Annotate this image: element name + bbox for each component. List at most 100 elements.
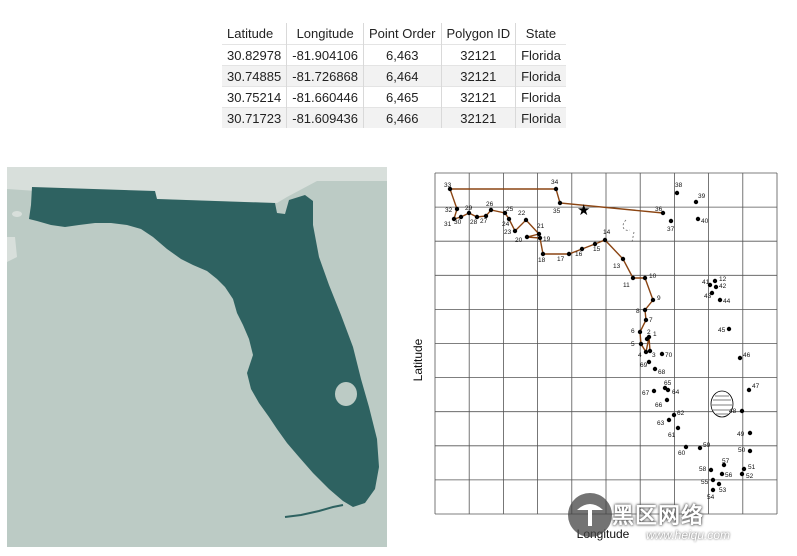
- plot-point: [693, 199, 699, 205]
- point-label: 15: [593, 246, 601, 253]
- column-header: Polygon ID: [441, 23, 517, 45]
- watermark-url: www.heiqu.com: [646, 528, 731, 542]
- plot-point: [602, 237, 608, 243]
- point-label: 16: [575, 251, 583, 258]
- table-cell: Florida: [515, 65, 566, 87]
- column-header: Longitude: [286, 23, 365, 45]
- point-label: 28: [470, 219, 478, 226]
- plot-point: [454, 206, 460, 212]
- point-label: 27: [480, 218, 488, 225]
- point-label: 54: [707, 494, 715, 501]
- plot-point: [524, 234, 530, 240]
- plot-point: [537, 235, 543, 241]
- map-island: [12, 211, 22, 217]
- table-cell: 6,465: [363, 86, 442, 108]
- table-row: 30.75214 -81.660446 6,465 32121 Florida: [222, 86, 566, 108]
- plot-point: [447, 186, 453, 192]
- point-label: 20: [515, 237, 523, 244]
- y-axis-label: Latitude: [411, 338, 425, 381]
- plot-point: [674, 190, 680, 196]
- point-label: 49: [737, 431, 745, 438]
- point-label: 45: [718, 327, 726, 334]
- plot-point: [747, 430, 753, 436]
- point-label: 56: [725, 472, 733, 479]
- point-label: 19: [543, 236, 551, 243]
- point-label: 66: [655, 402, 663, 409]
- plot-point: [642, 275, 648, 281]
- plot-point: [451, 216, 457, 222]
- point-label: 53: [719, 487, 727, 494]
- column-header: Point Order: [363, 23, 442, 45]
- plot-point: [553, 186, 559, 192]
- table-cell: 32121: [441, 86, 517, 108]
- plot-point: [707, 282, 713, 288]
- plot-point: [709, 290, 715, 296]
- plot-point: [739, 408, 745, 414]
- plot-point: [726, 326, 732, 332]
- point-label: 61: [668, 432, 676, 439]
- point-label: 68: [658, 369, 666, 376]
- plot-point: [651, 388, 657, 394]
- point-label: 5: [631, 341, 635, 348]
- point-label: 3: [652, 352, 656, 359]
- column-header: State: [515, 23, 566, 45]
- map-neighbor-land: [7, 237, 17, 262]
- plot-point: [719, 471, 725, 477]
- plot-point: [747, 448, 753, 454]
- table-cell: -81.904106: [286, 44, 365, 66]
- table-cell: 30.82978: [222, 44, 288, 66]
- polygon-outline: [449, 188, 664, 354]
- plot-point: [721, 462, 727, 468]
- plot-point: [710, 477, 716, 483]
- point-label: 25: [506, 206, 514, 213]
- point-label: 31: [444, 221, 452, 228]
- point-label: 44: [723, 298, 731, 305]
- point-label: 33: [444, 182, 452, 189]
- plot-point: [668, 218, 674, 224]
- florida-keys: [284, 504, 344, 518]
- table-row: 30.82978 -81.904106 6,463 32121 Florida: [222, 44, 566, 66]
- plot-point: [662, 385, 668, 391]
- column-header: Latitude: [222, 23, 288, 45]
- plot-point: [647, 348, 653, 354]
- plot-point: [713, 284, 719, 290]
- table-header-row: Latitude Longitude Point Order Polygon I…: [222, 23, 566, 45]
- point-label: 64: [672, 389, 680, 396]
- point-label: 48: [729, 408, 737, 415]
- lake-okeechobee-sketch: [710, 390, 734, 418]
- plot-point: [458, 214, 464, 220]
- polygon-point-plot: 1234567891011121314151617181920212223242…: [411, 172, 778, 541]
- point-label: 41: [702, 279, 710, 286]
- plot-point: [642, 307, 648, 313]
- lake-okeechobee: [335, 382, 357, 406]
- point-label: 51: [748, 464, 756, 471]
- table-cell: 30.71723: [222, 107, 288, 128]
- table-cell: 32121: [441, 44, 517, 66]
- plot-point: [739, 471, 745, 477]
- plot-point: [592, 241, 598, 247]
- plot-point: [666, 417, 672, 423]
- florida-shape: [29, 187, 379, 507]
- plot-point: [659, 351, 665, 357]
- plot-point: [502, 210, 508, 216]
- watermark-logo-icon: [568, 493, 612, 537]
- plot-point: [650, 297, 656, 303]
- point-label: 39: [698, 193, 706, 200]
- plot-point: [644, 336, 650, 342]
- point-label: 47: [752, 383, 760, 390]
- point-label: 2: [647, 329, 651, 336]
- watermark-text: 黑区网络: [612, 503, 705, 528]
- plot-point: [540, 251, 546, 257]
- plot-point: [466, 210, 472, 216]
- table-cell: 6,466: [363, 107, 442, 128]
- star-marker: ★: [577, 201, 590, 219]
- table-cell: Florida: [515, 86, 566, 108]
- plot-point: [660, 210, 666, 216]
- plot-point: [646, 359, 652, 365]
- point-label: 63: [657, 420, 665, 427]
- point-label: 26: [486, 201, 494, 208]
- table-cell: Florida: [515, 107, 566, 128]
- point-label: 17: [557, 256, 565, 263]
- point-label: 50: [738, 447, 746, 454]
- plot-point: [630, 275, 636, 281]
